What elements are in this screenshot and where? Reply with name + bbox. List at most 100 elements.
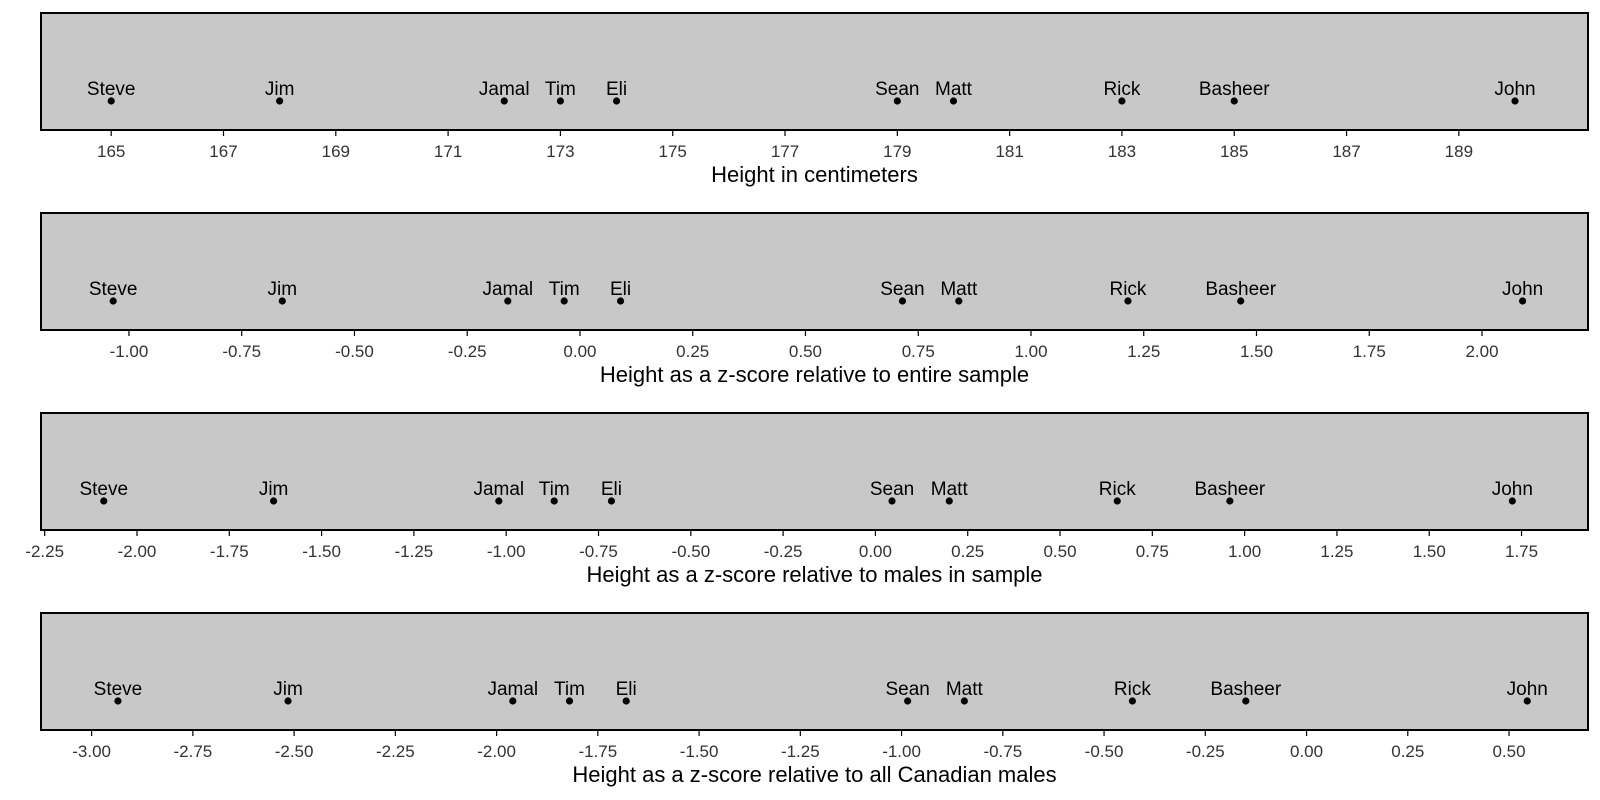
panel-background: [40, 12, 1589, 131]
x-tick-label: 183: [1108, 142, 1136, 161]
x-tick-label: 187: [1332, 142, 1360, 161]
data-point-basheer: [1242, 697, 1250, 705]
x-tick-label: 1.25: [1127, 342, 1160, 361]
point-label-matt: Matt: [931, 479, 969, 500]
point-label-matt: Matt: [940, 279, 978, 300]
x-tick-label: 189: [1445, 142, 1473, 161]
data-point-rick: [1118, 97, 1126, 105]
x-tick-label: 0.50: [1043, 542, 1076, 561]
x-tick-label: 2.00: [1465, 342, 1498, 361]
x-tick-label: -0.25: [764, 542, 803, 561]
point-label-eli: Eli: [610, 279, 631, 300]
data-point-basheer: [1226, 497, 1234, 505]
x-tick-label: 169: [322, 142, 350, 161]
x-tick-label: 0.00: [563, 342, 596, 361]
data-point-john: [1519, 297, 1527, 305]
point-label-john: John: [1494, 79, 1535, 100]
x-tick-label: -3.00: [72, 742, 111, 761]
data-point-steve: [100, 497, 108, 505]
x-axis-title: Height as a z-score relative to entire s…: [600, 362, 1029, 387]
x-tick-label: -1.00: [487, 542, 526, 561]
data-point-steve: [107, 97, 115, 105]
point-label-steve: Steve: [94, 679, 143, 700]
data-point-john: [1523, 697, 1531, 705]
chart-panel-3: -2.25 -2.00 -1.75 -1.50 -1.25 -1.00 -0.75 -0.50…: [25, 412, 1589, 587]
x-axis-title: Height in centimeters: [711, 162, 918, 187]
x-tick-label: 181: [995, 142, 1023, 161]
data-point-jim: [270, 497, 278, 505]
x-tick-label: -0.25: [448, 342, 487, 361]
x-tick-label: 179: [883, 142, 911, 161]
x-tick-label: 0.75: [902, 342, 935, 361]
x-tick-label: -2.25: [25, 542, 64, 561]
data-point-john: [1511, 97, 1519, 105]
data-point-jamal: [495, 497, 503, 505]
point-label-tim: Tim: [554, 679, 585, 700]
x-tick-label: -0.75: [222, 342, 261, 361]
x-tick-label: 167: [209, 142, 237, 161]
x-tick-label: 0.25: [676, 342, 709, 361]
data-point-jim: [276, 97, 284, 105]
point-label-eli: Eli: [616, 679, 637, 700]
data-point-eli: [622, 697, 630, 705]
x-tick-label: 1.75: [1505, 542, 1538, 561]
data-point-basheer: [1230, 97, 1238, 105]
x-tick-label: -1.25: [395, 542, 434, 561]
x-tick-label: -2.00: [118, 542, 157, 561]
data-point-eli: [616, 297, 625, 305]
point-label-rick: Rick: [1099, 479, 1136, 500]
data-point-basheer: [1237, 297, 1245, 305]
data-point-tim: [556, 97, 565, 105]
point-label-steve: Steve: [87, 79, 136, 100]
data-point-matt: [945, 497, 953, 505]
x-tick-label: 1.75: [1353, 342, 1386, 361]
data-point-sean: [888, 497, 896, 505]
data-point-sean: [898, 297, 907, 305]
data-point-rick: [1113, 497, 1121, 505]
data-point-steve: [114, 697, 122, 705]
x-tick-label: 1.50: [1240, 342, 1273, 361]
point-label-jamal: Jamal: [487, 679, 538, 700]
data-point-matt: [960, 697, 968, 705]
point-label-basheer: Basheer: [1199, 79, 1270, 100]
panel-background: [40, 212, 1589, 331]
x-tick-label: 165: [97, 142, 125, 161]
x-tick-label: 177: [771, 142, 799, 161]
data-point-jamal: [500, 97, 508, 105]
x-tick-label: 0.75: [1136, 542, 1169, 561]
panel-background: [40, 412, 1589, 531]
x-tick-label: 0.25: [1391, 742, 1424, 761]
point-label-rick: Rick: [1114, 679, 1151, 700]
x-tick-label: 1.25: [1320, 542, 1353, 561]
point-label-jim: Jim: [265, 79, 295, 100]
data-point-jim: [284, 697, 292, 705]
point-label-tim: Tim: [545, 79, 576, 100]
point-label-rick: Rick: [1103, 79, 1140, 100]
point-label-john: John: [1507, 679, 1548, 700]
point-label-sean: Sean: [885, 679, 929, 700]
point-label-eli: Eli: [606, 79, 627, 100]
point-label-sean: Sean: [875, 79, 919, 100]
point-label-matt: Matt: [935, 79, 973, 100]
x-axis-title: Height as a z-score relative to all Cana…: [572, 762, 1056, 787]
x-tick-label: -1.50: [680, 742, 719, 761]
x-tick-label: 1.50: [1413, 542, 1446, 561]
point-label-basheer: Basheer: [1194, 479, 1265, 500]
point-label-basheer: Basheer: [1205, 279, 1276, 300]
x-tick-label: 185: [1220, 142, 1248, 161]
chart-panel-2: -1.00 -0.75 -0.50 -0.25 0.00 0.25 0.50 0.75 1.00…: [40, 212, 1589, 387]
x-tick-label: -1.25: [781, 742, 820, 761]
x-tick-label: -0.75: [983, 742, 1022, 761]
data-point-jamal: [504, 297, 512, 305]
x-tick-label: -1.50: [302, 542, 341, 561]
data-point-eli: [607, 497, 616, 505]
point-label-john: John: [1502, 279, 1543, 300]
data-point-sean: [904, 697, 912, 705]
x-tick-label: 1.00: [1228, 542, 1261, 561]
data-point-eli: [612, 97, 621, 105]
data-point-jim: [278, 297, 286, 305]
data-point-rick: [1128, 697, 1137, 705]
point-label-jim: Jim: [273, 679, 303, 700]
x-tick-label: -1.00: [110, 342, 149, 361]
